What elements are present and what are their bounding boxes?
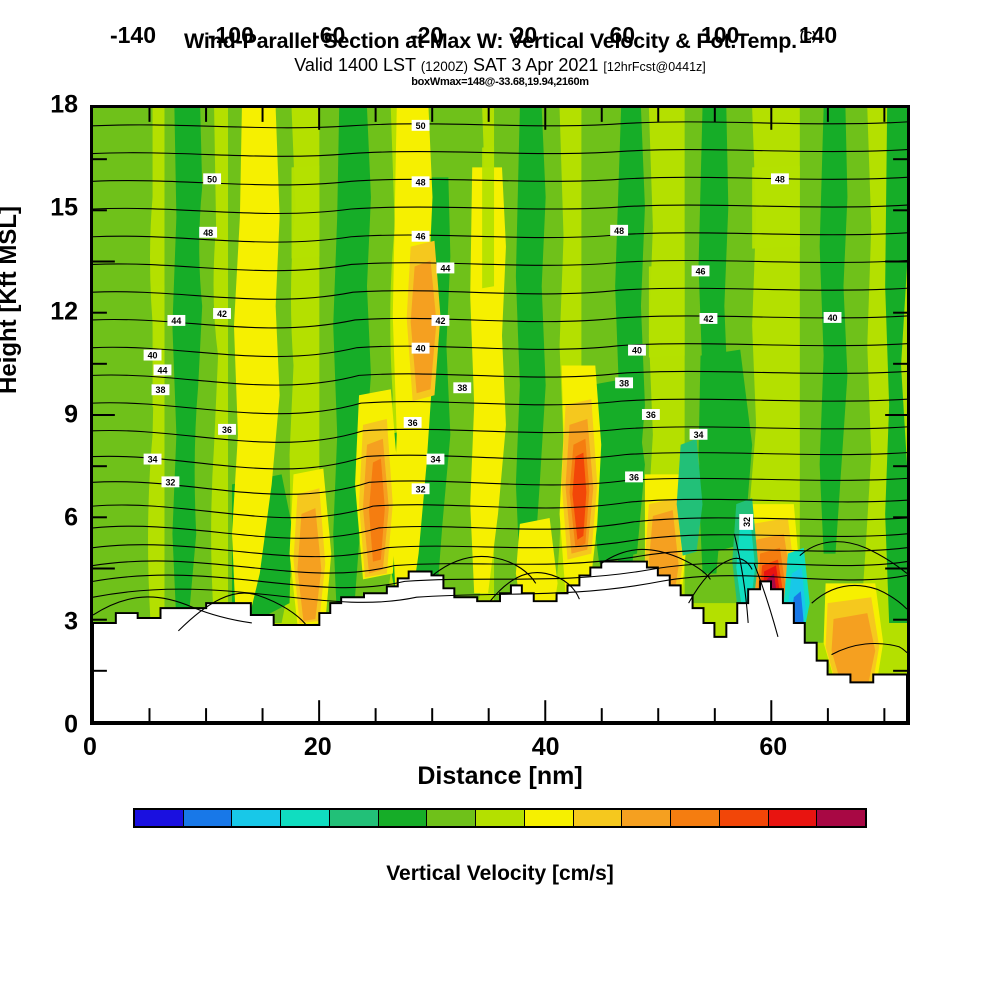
copyright-mark: (C)	[799, 29, 816, 43]
svg-text:44: 44	[158, 365, 168, 375]
colorbar-tick-label: 20	[511, 22, 538, 48]
y-tick-label: 3	[64, 607, 78, 636]
y-tick-label: 12	[50, 297, 78, 326]
y-tick-label: 9	[64, 400, 78, 429]
chart-title-text: Wind-Parallel Section at Max W: Vertical…	[184, 29, 797, 54]
boxmax-annotation: boxWmax=148@-33.68,19.94,2160m	[411, 76, 589, 89]
svg-text:32: 32	[165, 477, 175, 487]
svg-text:48: 48	[416, 177, 426, 187]
svg-text:38: 38	[619, 378, 629, 388]
colorbar-tick-label: -60	[312, 22, 346, 48]
svg-text:50: 50	[207, 174, 217, 184]
svg-text:50: 50	[416, 121, 426, 131]
colorbar-title: Vertical Velocity [cm/s]	[386, 862, 614, 885]
title-block: Wind-Parallel Section at Max W: Vertical…	[0, 30, 1000, 89]
svg-text:42: 42	[703, 314, 713, 324]
y-tick-label: 18	[50, 90, 78, 119]
colorbar-segment-12	[719, 810, 769, 826]
chart-title: Wind-Parallel Section at Max W: Vertical…	[0, 30, 1000, 53]
svg-text:40: 40	[632, 346, 642, 356]
svg-text:38: 38	[457, 383, 467, 393]
colorbar-segment-1	[183, 810, 233, 826]
svg-text:40: 40	[828, 313, 838, 323]
colorbar-segment-14	[817, 810, 866, 826]
colorbar-tick-label: -140	[109, 22, 157, 48]
colorbar-segment-9	[573, 810, 623, 826]
colorbar-segment-8	[524, 810, 574, 826]
plot-interior-ticks	[93, 108, 907, 722]
colorbar-segment-6	[427, 810, 477, 826]
colorbar-segment-3	[281, 810, 330, 826]
valid-time-utc: (1200Z)	[420, 58, 468, 74]
svg-text:32: 32	[416, 484, 426, 494]
svg-text:44: 44	[440, 263, 450, 273]
chart-subtitle: Valid 1400 LST (1200Z) SAT 3 Apr 2021 [1…	[0, 55, 1000, 76]
x-tick-label: 0	[83, 733, 97, 761]
colorbar-segment-2	[232, 810, 282, 826]
svg-text:36: 36	[646, 410, 656, 420]
colorbar-tick-label: 100	[700, 22, 740, 48]
svg-text:46: 46	[416, 232, 426, 242]
colorbar-segment-5	[378, 810, 428, 826]
svg-text:42: 42	[217, 309, 227, 319]
svg-text:38: 38	[156, 385, 166, 395]
colorbar-tick-label: 60	[609, 22, 636, 48]
svg-text:40: 40	[416, 344, 426, 354]
colorbar-segment-4	[329, 810, 379, 826]
colorbar-tick-label: -100	[207, 22, 254, 48]
colorbar-tick-label: -20	[409, 22, 444, 48]
vertical-velocity-field	[93, 108, 907, 722]
terrain-profile	[93, 560, 907, 722]
colorbar-segment-0	[135, 810, 184, 826]
svg-text:34: 34	[694, 430, 704, 440]
svg-text:36: 36	[408, 418, 418, 428]
y-tick-label: 6	[64, 503, 78, 532]
x-tick-label: 40	[531, 733, 560, 761]
y-tick-label: 0	[64, 710, 78, 739]
valid-date: SAT 3 Apr 2021	[472, 54, 599, 75]
svg-text:32: 32	[742, 517, 752, 527]
svg-text:42: 42	[435, 316, 445, 326]
colorbar	[133, 808, 867, 828]
svg-text:34: 34	[431, 455, 441, 465]
colorbar-segment-13	[768, 810, 818, 826]
colorbar-segment-11	[671, 810, 720, 826]
x-tick-label: 20	[303, 733, 332, 761]
potential-temperature-contours: 50 50 48 48 48 46 48 44 44 46 44 42 42 4…	[93, 119, 907, 656]
colorbar-segments	[133, 808, 867, 828]
colorbar-segment-7	[476, 810, 525, 826]
cross-section-plot: 50 50 48 48 48 46 48 44 44 46 44 42 42 4…	[90, 105, 910, 725]
forecast-info: [12hrFcst@0441z]	[603, 59, 706, 74]
x-axis-label: Distance [nm]	[417, 762, 583, 790]
svg-text:48: 48	[203, 228, 213, 238]
x-tick-label: 60	[759, 733, 788, 761]
svg-text:48: 48	[614, 226, 624, 236]
valid-time: Valid 1400 LST	[294, 54, 416, 75]
svg-text:34: 34	[148, 455, 158, 465]
svg-text:40: 40	[148, 351, 158, 361]
colorbar-tick-label: 140	[798, 22, 838, 48]
svg-text:46: 46	[696, 266, 706, 276]
svg-text:36: 36	[222, 425, 232, 435]
svg-text:36: 36	[629, 472, 639, 482]
y-axis-label: Height [Kft MSL]	[0, 206, 22, 394]
y-tick-label: 15	[50, 193, 78, 222]
svg-text:48: 48	[775, 174, 785, 184]
plot-canvas: 50 50 48 48 48 46 48 44 44 46 44 42 42 4…	[93, 108, 907, 722]
svg-text:44: 44	[171, 316, 181, 326]
colorbar-segment-10	[622, 810, 672, 826]
